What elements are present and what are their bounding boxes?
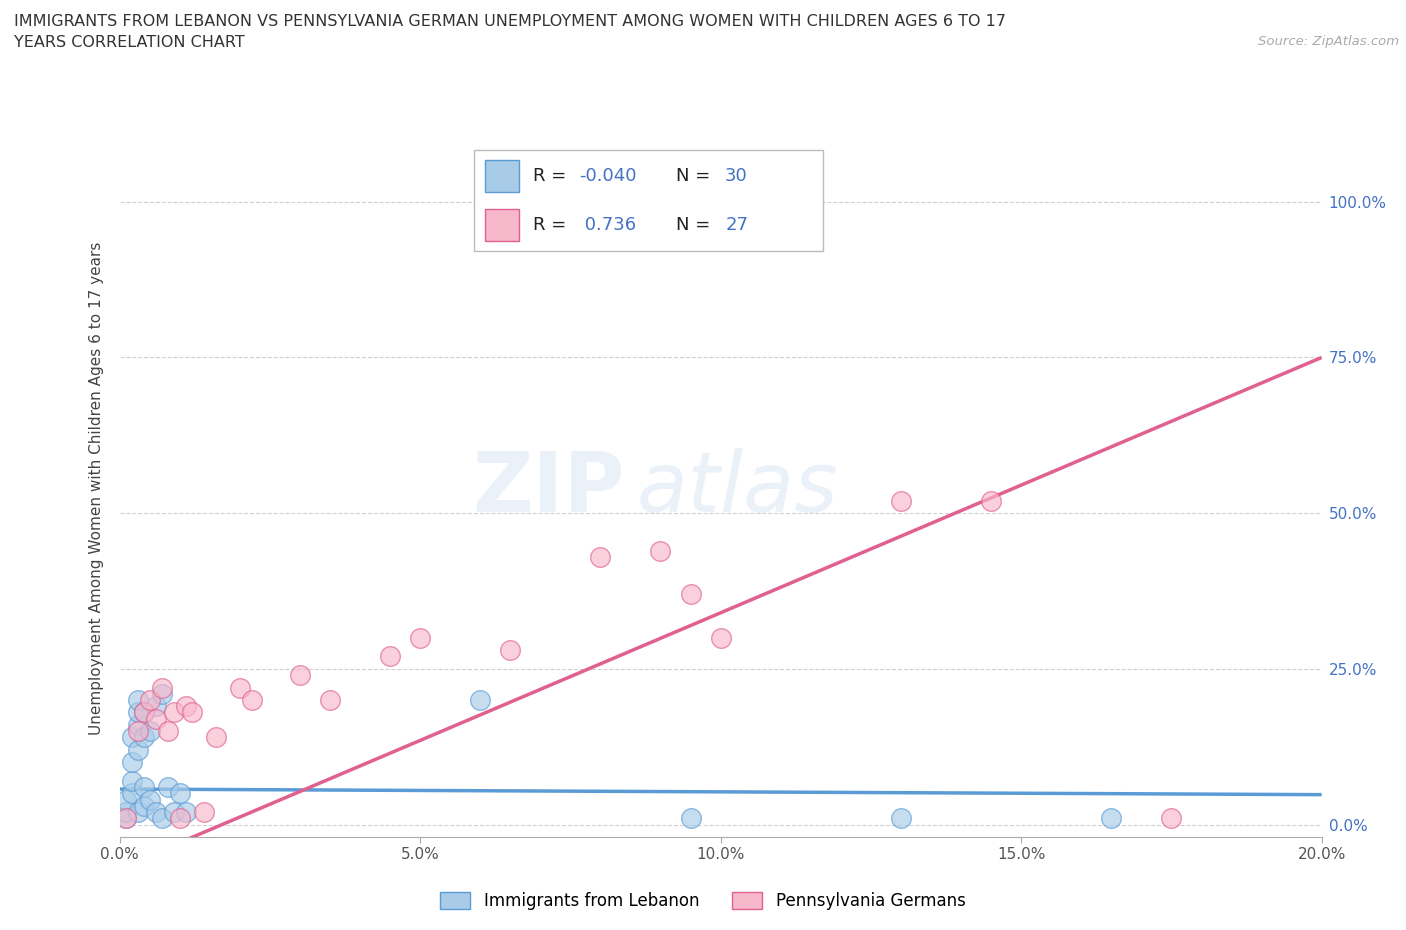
Point	[204, 730, 226, 745]
Point	[169, 786, 191, 801]
Point	[679, 811, 702, 826]
Point	[890, 493, 912, 508]
Text: IMMIGRANTS FROM LEBANON VS PENNSYLVANIA GERMAN UNEMPLOYMENT AMONG WOMEN WITH CHI: IMMIGRANTS FROM LEBANON VS PENNSYLVANIA …	[14, 14, 1007, 29]
Point	[121, 786, 143, 801]
Point	[127, 742, 149, 757]
Point	[499, 643, 522, 658]
Legend: Immigrants from Lebanon, Pennsylvania Germans: Immigrants from Lebanon, Pennsylvania Ge…	[433, 885, 973, 917]
Y-axis label: Unemployment Among Women with Children Ages 6 to 17 years: Unemployment Among Women with Children A…	[89, 242, 104, 735]
Point	[650, 543, 672, 558]
Point	[319, 693, 342, 708]
Point	[150, 811, 173, 826]
Point	[114, 811, 136, 826]
Point	[1160, 811, 1182, 826]
Point	[240, 693, 263, 708]
Point	[145, 698, 167, 713]
Point	[174, 804, 197, 819]
Text: YEARS CORRELATION CHART: YEARS CORRELATION CHART	[14, 35, 245, 50]
Point	[169, 811, 191, 826]
Point	[132, 779, 155, 794]
Point	[150, 686, 173, 701]
Point	[409, 631, 432, 645]
Point	[127, 804, 149, 819]
Text: ZIP: ZIP	[472, 447, 624, 529]
Point	[145, 804, 167, 819]
Point	[193, 804, 215, 819]
Point	[138, 792, 160, 807]
Point	[679, 587, 702, 602]
Point	[1099, 811, 1122, 826]
Point	[162, 705, 184, 720]
Point	[127, 693, 149, 708]
Point	[228, 680, 252, 695]
Point	[138, 724, 160, 738]
Point	[156, 779, 179, 794]
Point	[156, 724, 179, 738]
Point	[114, 811, 136, 826]
Point	[114, 792, 136, 807]
Point	[132, 705, 155, 720]
Point	[121, 730, 143, 745]
Point	[174, 698, 197, 713]
Point	[127, 724, 149, 738]
Point	[162, 804, 184, 819]
Text: Source: ZipAtlas.com: Source: ZipAtlas.com	[1258, 35, 1399, 48]
Point	[890, 811, 912, 826]
Point	[980, 493, 1002, 508]
Point	[378, 649, 401, 664]
Point	[589, 550, 612, 565]
Point	[132, 730, 155, 745]
Point	[709, 631, 731, 645]
Point	[132, 705, 155, 720]
Point	[180, 705, 202, 720]
Point	[138, 693, 160, 708]
Point	[127, 705, 149, 720]
Point	[121, 774, 143, 789]
Point	[468, 693, 492, 708]
Point	[127, 717, 149, 732]
Point	[132, 799, 155, 814]
Point	[288, 668, 311, 683]
Point	[114, 804, 136, 819]
Point	[150, 680, 173, 695]
Text: atlas: atlas	[637, 447, 838, 529]
Point	[145, 711, 167, 726]
Point	[121, 755, 143, 770]
